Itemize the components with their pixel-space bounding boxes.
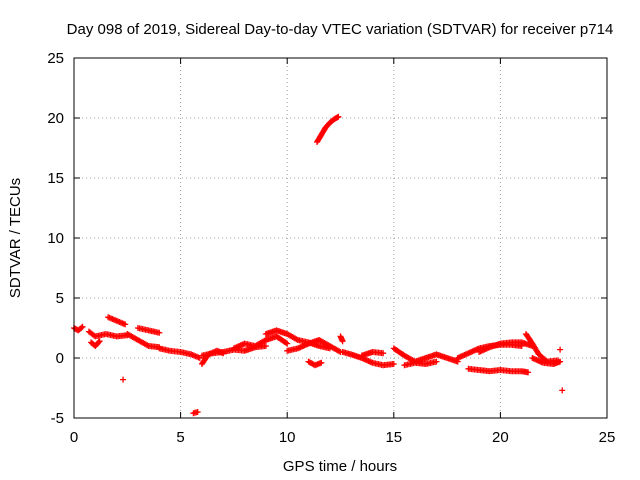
y-tick-label: 15 xyxy=(47,170,64,187)
data-point xyxy=(433,358,440,365)
data-point xyxy=(339,338,346,345)
x-tick-label: 5 xyxy=(176,429,184,446)
x-tick-label: 20 xyxy=(492,429,509,446)
data-point xyxy=(557,346,564,353)
data-points xyxy=(71,113,566,417)
data-point xyxy=(144,342,151,349)
data-point xyxy=(318,359,325,366)
data-point xyxy=(390,361,397,367)
data-point xyxy=(336,348,343,355)
plot-frame xyxy=(73,57,608,419)
y-tick-label: 20 xyxy=(47,110,64,127)
data-point xyxy=(96,338,103,345)
data-point xyxy=(335,113,342,120)
data-point xyxy=(79,323,86,330)
data-point xyxy=(262,343,269,349)
data-point xyxy=(293,336,300,343)
x-tick-label: 15 xyxy=(385,429,402,446)
data-point xyxy=(380,350,387,357)
y-tick-label: 0 xyxy=(56,350,64,367)
data-point xyxy=(78,324,85,331)
data-point xyxy=(261,337,268,344)
data-point xyxy=(122,321,129,328)
data-point xyxy=(283,339,290,346)
data-point xyxy=(120,376,127,383)
y-tick-label: 25 xyxy=(47,50,64,67)
y-axis-ticks: -5 0 5 10 15 20 25 xyxy=(47,50,607,427)
chart-title: Day 098 of 2019, Sidereal Day-to-day VTE… xyxy=(67,21,614,38)
x-tick-label: 25 xyxy=(599,429,616,446)
y-tick-label: 5 xyxy=(56,290,64,307)
x-axis-label: GPS time / hours xyxy=(283,458,397,475)
data-point xyxy=(559,387,566,394)
x-axis-ticks: 0 5 10 15 20 25 xyxy=(70,58,616,446)
x-tick-label: 10 xyxy=(279,429,296,446)
grid-lines xyxy=(74,58,607,418)
data-point xyxy=(194,409,201,415)
data-point xyxy=(95,339,102,346)
y-tick-label: 10 xyxy=(47,230,64,247)
data-point xyxy=(525,369,532,376)
data-point xyxy=(284,340,291,347)
y-axis-label: SDTVAR / TECUs xyxy=(7,178,24,298)
x-tick-label: 0 xyxy=(70,429,78,446)
data-point xyxy=(557,358,564,365)
data-point xyxy=(156,329,163,336)
y-tick-label: -5 xyxy=(51,410,64,427)
